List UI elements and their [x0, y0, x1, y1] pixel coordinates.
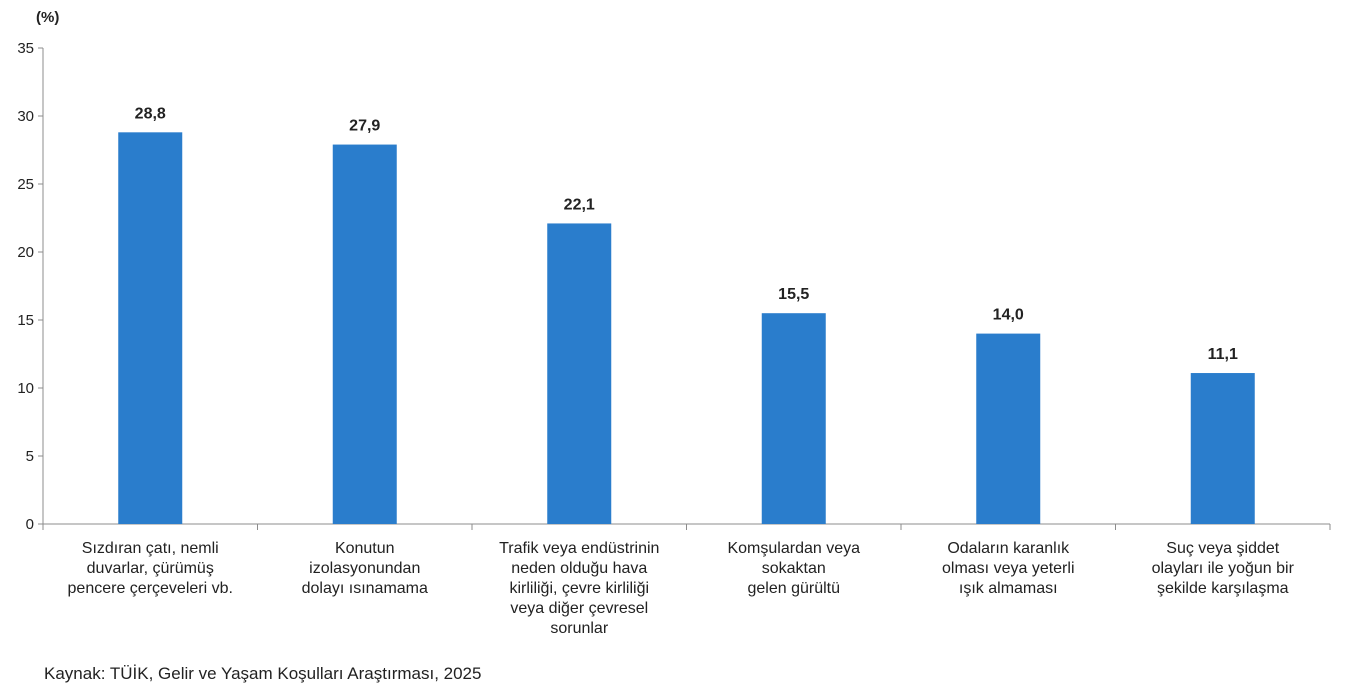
y-tick-label: 35: [17, 40, 34, 57]
y-tick-label: 5: [26, 448, 34, 465]
category-label: Sızdıran çatı, nemli duvarlar, çürümüş pen…: [68, 540, 233, 597]
x-axis: [42, 523, 1331, 530]
y-unit-label: (%): [36, 9, 59, 26]
bar: [547, 223, 612, 524]
y-axis: 0 5 10 15 20 25 30 35: [17, 40, 44, 533]
y-tick-label: 25: [17, 176, 34, 193]
y-tick-label: 15: [17, 312, 34, 329]
data-label: 27,9: [349, 118, 380, 135]
category-label: Odaların karanlık olması veya yeterli ışık…: [942, 540, 1075, 597]
data-label: 15,5: [778, 286, 809, 303]
bar: [1190, 373, 1255, 524]
data-labels: 28,8 27,9 22,1 15,5 14,0 11,1: [135, 105, 1238, 363]
data-label: 11,1: [1208, 346, 1238, 363]
category-label: Konutun izolasyonundan dolayı ısınamama: [302, 540, 428, 597]
data-label: 22,1: [564, 196, 595, 213]
y-tick-label: 0: [26, 516, 34, 533]
category-label: Trafik veya endüstrinin neden olduğu hava…: [499, 540, 659, 637]
bars: [118, 132, 1255, 524]
y-tick-label: 10: [17, 380, 34, 397]
data-label: 14,0: [993, 307, 1024, 324]
data-label: 28,8: [135, 105, 166, 122]
category-label: Komşulardan veya sokaktan gelen gürültü: [727, 540, 860, 597]
bar: [118, 132, 183, 524]
y-tick-label: 20: [17, 244, 34, 261]
category-labels: Sızdıran çatı, nemli duvarlar, çürümüş pen…: [68, 540, 1295, 637]
bar: [976, 333, 1041, 524]
y-tick-label: 30: [17, 108, 34, 125]
category-label: Suç veya şiddet olayları ile yoğun bir şek…: [1152, 540, 1295, 597]
source-note: Kaynak: TÜİK, Gelir ve Yaşam Koşulları A…: [44, 664, 482, 683]
bar: [332, 144, 397, 524]
bar: [761, 313, 826, 524]
bar-chart: (%) 0 5 10 15 20 25 30 35 28,8 27,9 22,1 15,5 14,0 1…: [17, 9, 1331, 637]
